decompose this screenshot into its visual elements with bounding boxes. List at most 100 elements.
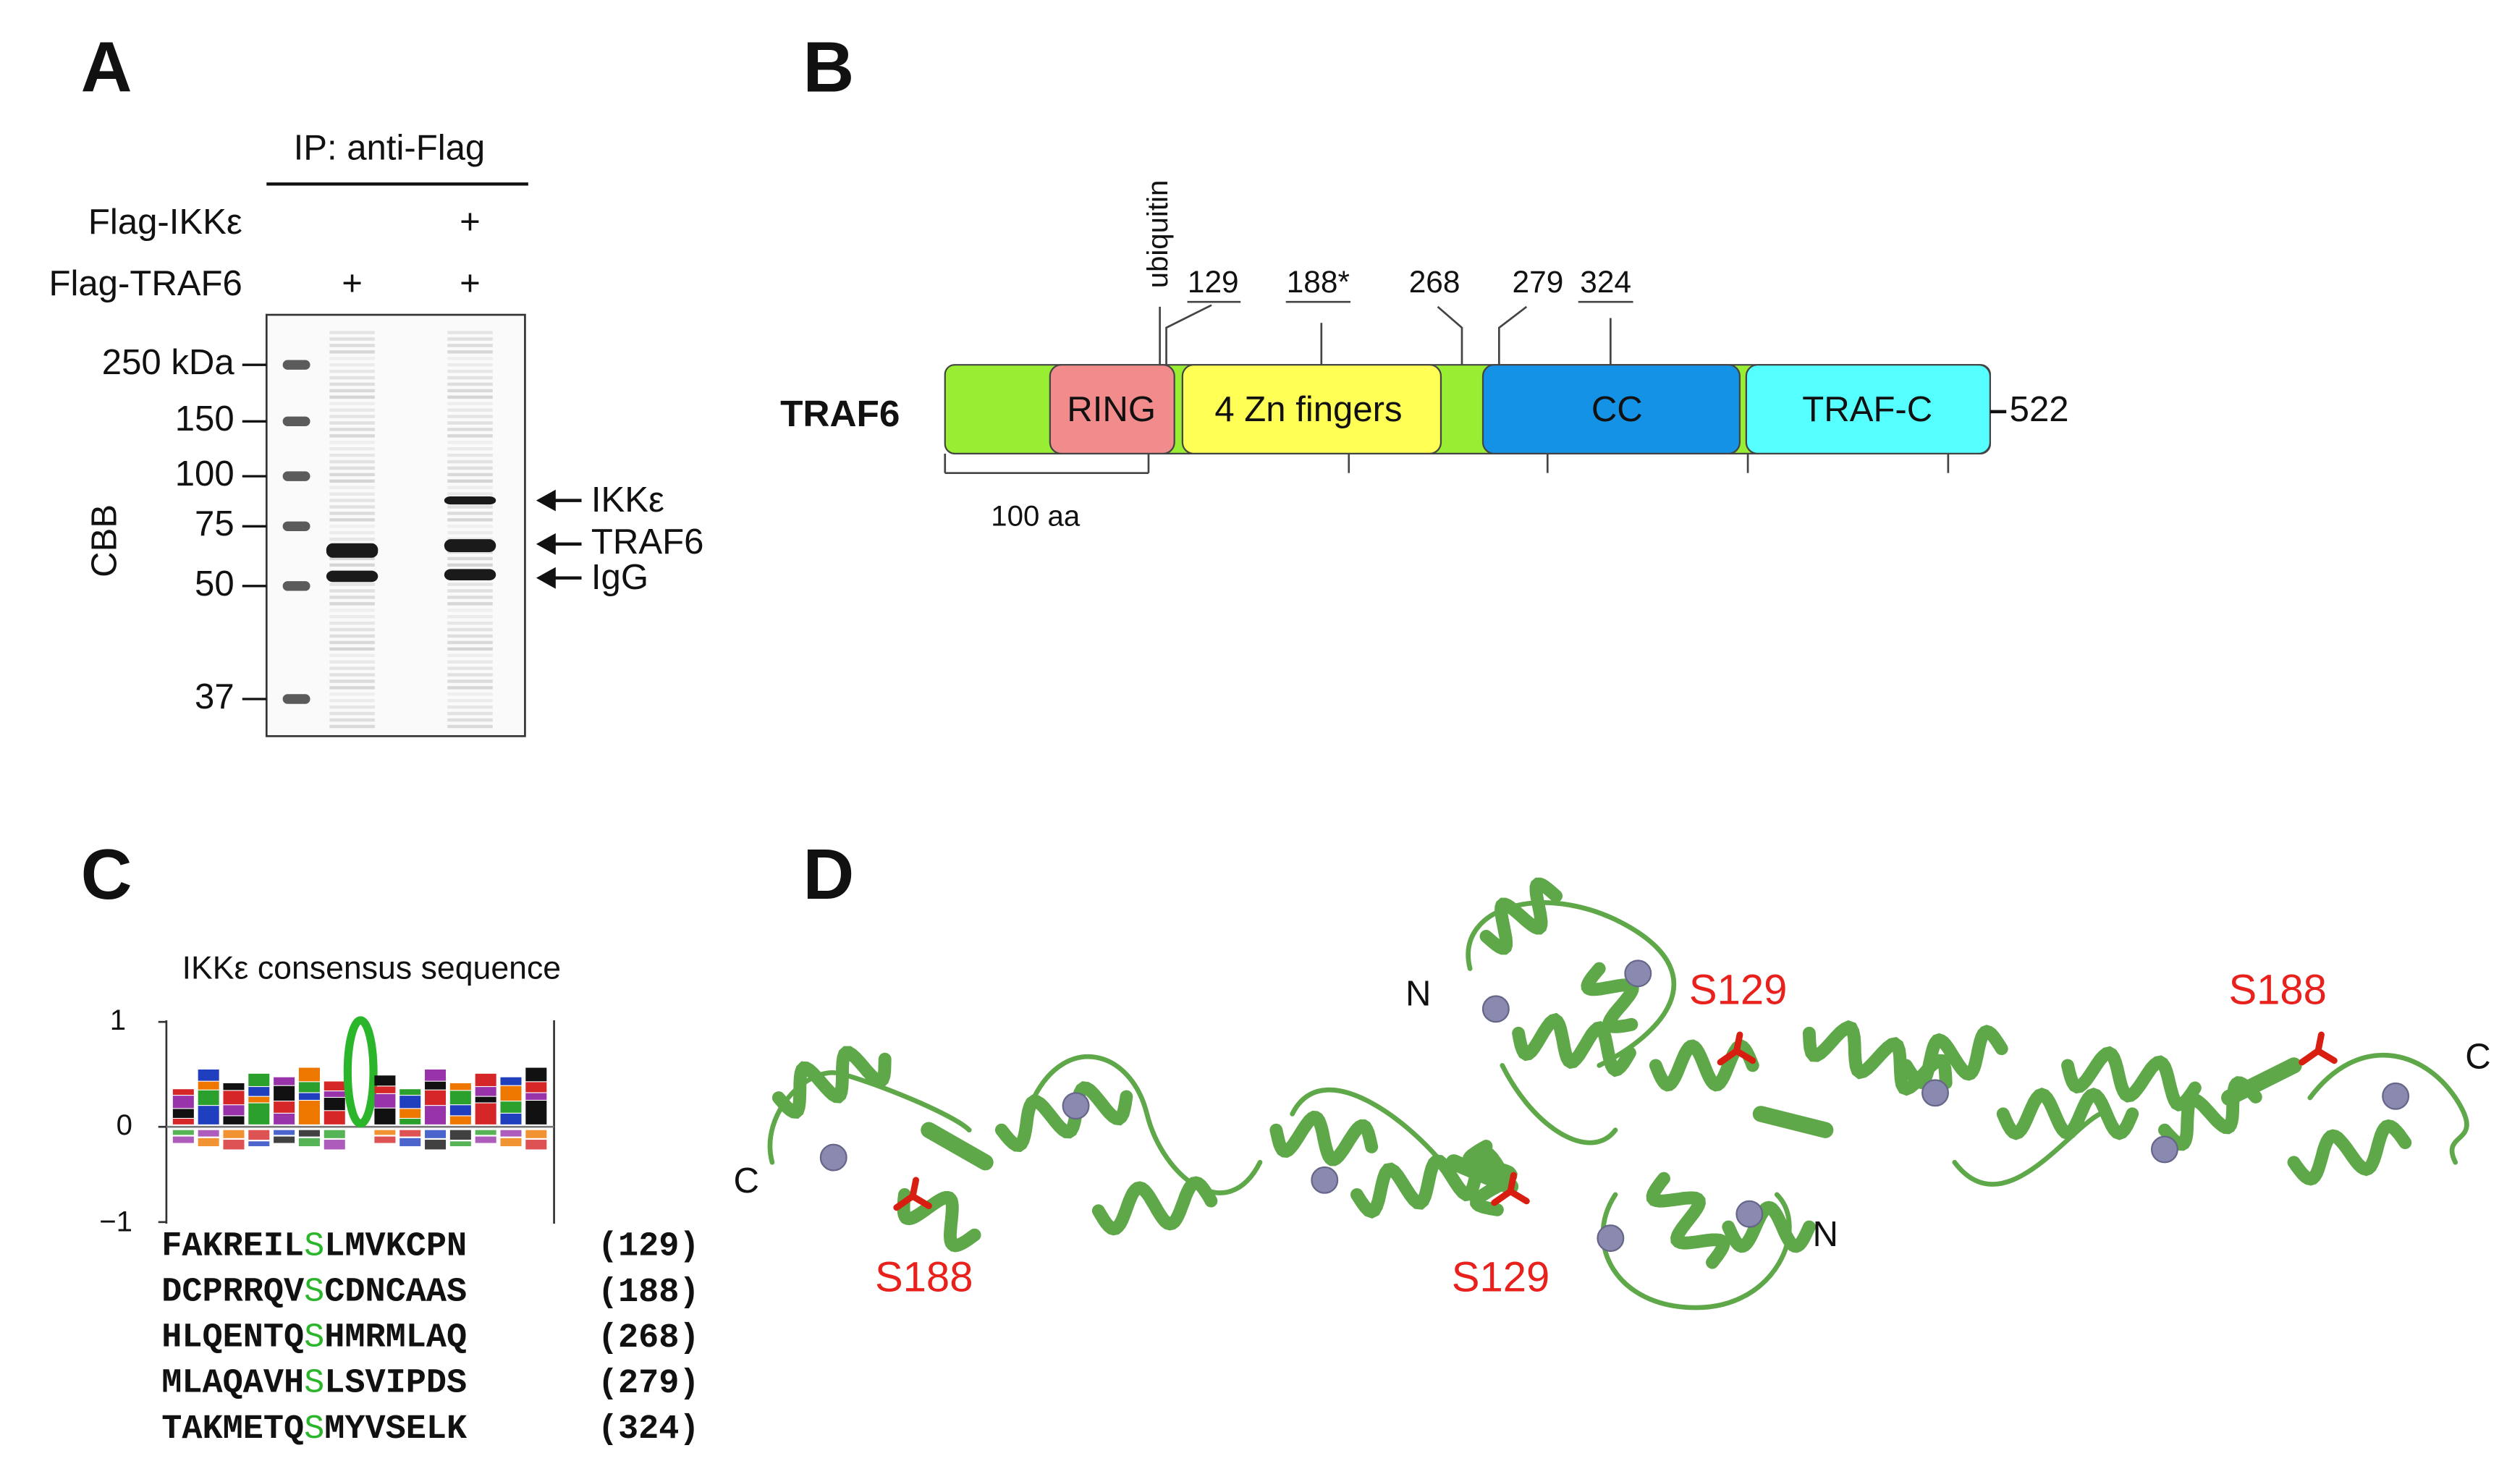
panel-letter: B: [803, 27, 854, 106]
smear: [329, 344, 375, 347]
loop: [1500, 1063, 1618, 1145]
logo-letter: [298, 1101, 320, 1125]
helix: [1899, 1025, 2008, 1090]
smear: [329, 505, 375, 509]
panel-a: A IP: anti-Flag Flag-IKKε + Flag-TRAF6 +…: [48, 27, 703, 737]
smear: [447, 453, 493, 457]
logo-letter: [525, 1130, 547, 1138]
smear: [447, 596, 493, 599]
arrow-label: IgG: [591, 558, 648, 597]
smear: [329, 331, 375, 334]
logo-letter: [525, 1067, 547, 1082]
strand: [2221, 1057, 2302, 1106]
smear: [329, 634, 375, 638]
phospho-site: S: [304, 1410, 324, 1449]
smear: [447, 473, 493, 477]
smear: [447, 556, 493, 561]
logo-letter: [500, 1138, 522, 1146]
helix: [1091, 1176, 1218, 1236]
helix: [2287, 1119, 2412, 1186]
smear: [329, 479, 375, 483]
smear: [447, 505, 493, 509]
smear: [329, 530, 375, 535]
sequence-part: LMVKCPN: [324, 1228, 467, 1266]
logo-letter: [223, 1130, 245, 1138]
smear: [329, 415, 375, 418]
smear: [329, 621, 375, 625]
logo-letter: [223, 1116, 245, 1125]
smear: [447, 666, 493, 670]
smear: [329, 563, 375, 567]
smear: [447, 673, 493, 677]
smear: [447, 421, 493, 425]
sequence: TAKMETQSMYVSELK: [161, 1410, 468, 1449]
smear: [329, 640, 375, 645]
protein-name: TRAF6: [780, 393, 900, 434]
smear: [329, 583, 375, 586]
logo-letter: [274, 1077, 295, 1085]
site-lines: [944, 300, 1950, 475]
loop: [1290, 1087, 1457, 1181]
smear: [447, 589, 493, 593]
terminus-label: N: [1812, 1215, 1838, 1254]
smear: [329, 627, 375, 632]
logo-letter: [500, 1101, 522, 1113]
smear: [329, 389, 375, 393]
zinc-ion: [1921, 1079, 1949, 1107]
logo-letter: [274, 1136, 295, 1143]
logo-letter: [248, 1096, 270, 1103]
sequence: HLQENTQSHMRMLAQ: [161, 1319, 467, 1358]
smear: [329, 350, 375, 354]
site-label: 268: [1409, 265, 1460, 299]
plus: +: [460, 264, 481, 303]
logo-letter: [374, 1075, 396, 1086]
logo-letter: [198, 1069, 219, 1081]
row-label: Flag-IKKε: [88, 203, 242, 242]
smear: [329, 647, 375, 651]
marker-label: 75: [195, 504, 234, 543]
smear: [329, 602, 375, 606]
sequence-part: MYVSELK: [324, 1410, 468, 1449]
band: [444, 569, 496, 581]
logo-letter: [425, 1069, 447, 1081]
logo-letter: [172, 1119, 194, 1125]
plus: +: [342, 264, 363, 303]
end-label: 522: [2010, 390, 2069, 429]
sequence-part: HMRMLAQ: [324, 1319, 467, 1358]
logo-letter: [223, 1140, 245, 1150]
domain-label: RING: [1067, 390, 1156, 429]
loop: [1466, 900, 1677, 1068]
terminus-label: C: [733, 1161, 758, 1200]
logo-letter: [399, 1119, 421, 1125]
smear: [447, 653, 493, 657]
domain-label: 4 Zn fingers: [1214, 390, 1402, 429]
logo-letter: [298, 1130, 320, 1137]
logo-letter: [223, 1105, 245, 1116]
panel-c: C IKKε consensus sequence 1 0 −1 FAKREIL…: [81, 834, 700, 1449]
domain-label: CC: [1591, 390, 1643, 429]
smear: [329, 660, 375, 664]
helix: [2061, 1046, 2202, 1111]
logo-letter: [223, 1091, 245, 1105]
smear: [329, 614, 375, 619]
sequence: FAKREILSLMVKCPN: [161, 1228, 467, 1266]
ladder-band: [282, 416, 310, 426]
smear: [447, 382, 493, 386]
loop: [1952, 1111, 2103, 1187]
logo-letter: [198, 1090, 219, 1106]
serine: [2299, 1031, 2338, 1066]
ladder-band: [282, 694, 310, 704]
zinc-ion: [2150, 1135, 2178, 1164]
logo-letter: [475, 1073, 496, 1086]
logo-letter: [475, 1130, 496, 1135]
helix: [1269, 1110, 1379, 1166]
logo-letter: [172, 1136, 194, 1143]
smear: [447, 583, 493, 586]
site-label: 279: [1513, 265, 1564, 299]
logo-letter: [324, 1140, 345, 1150]
smear: [447, 530, 493, 535]
site-label: 188*: [1287, 265, 1350, 299]
smear: [447, 460, 493, 464]
logo-letter: [248, 1130, 270, 1140]
smear: [329, 499, 375, 502]
